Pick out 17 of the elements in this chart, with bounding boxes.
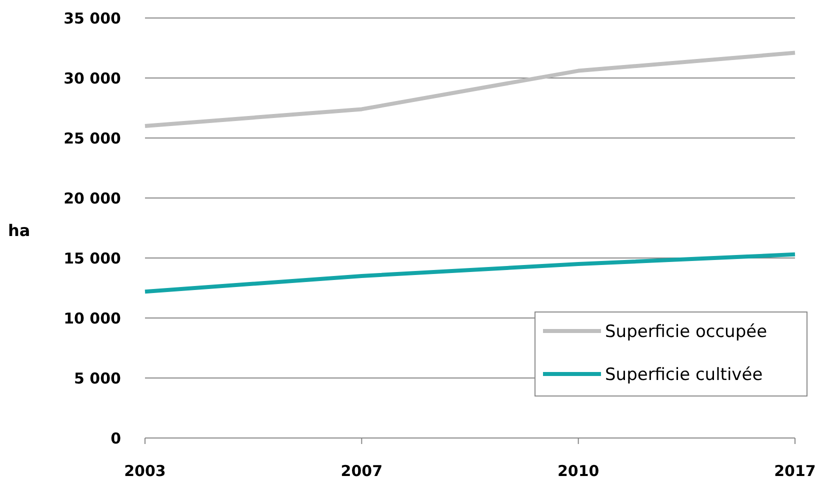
line-series [143, 252, 797, 294]
y-tick-label: 15 000 [64, 249, 121, 268]
x-tick-label: 2007 [340, 462, 383, 480]
y-tick-label: 0 [110, 429, 121, 448]
x-tick-label: 2003 [124, 462, 166, 480]
y-axis-title: ha [8, 221, 30, 240]
x-tick-label: 2017 [774, 462, 816, 480]
y-tick-label: 5 000 [74, 369, 121, 388]
y-tick-label: 10 000 [64, 309, 121, 328]
legend-label: Superficie cultivée [605, 364, 763, 385]
y-tick-label: 20 000 [64, 189, 121, 208]
y-tick-label: 35 000 [64, 9, 121, 28]
y-tick-label: 25 000 [64, 129, 121, 148]
y-tick-label: 30 000 [64, 69, 121, 88]
x-tick-label: 2010 [557, 462, 600, 480]
legend-label: Superficie occupée [605, 322, 768, 342]
line-series [143, 50, 797, 128]
